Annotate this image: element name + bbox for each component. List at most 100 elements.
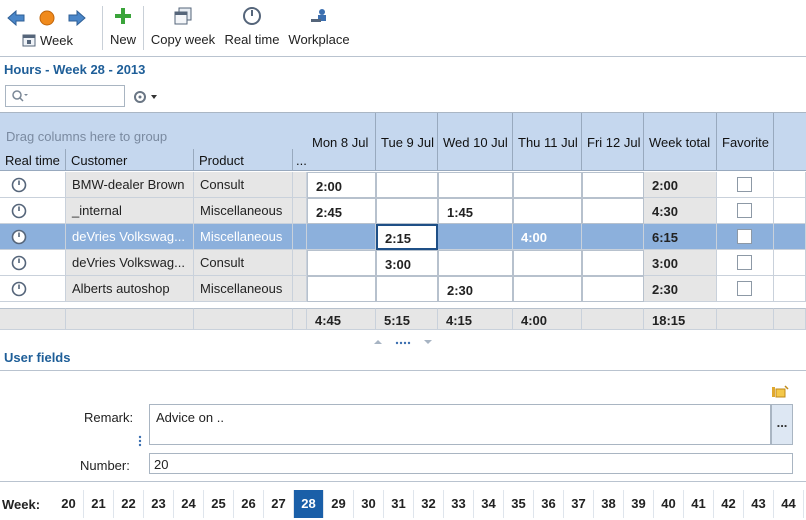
wed-cell[interactable]: 1:45 — [438, 198, 513, 224]
favorite-cell[interactable] — [717, 250, 774, 276]
workplace-button[interactable]: Workplace — [287, 6, 351, 52]
customer-cell[interactable]: deVries Volkswag... — [66, 250, 194, 276]
favorite-checkbox[interactable] — [737, 177, 752, 192]
favorite-checkbox[interactable] — [737, 255, 752, 270]
column-header-mon[interactable]: Mon 8 Jul — [307, 113, 376, 171]
real-time-cell[interactable] — [0, 224, 66, 250]
search-input[interactable] — [5, 85, 125, 107]
week-button-24[interactable]: 24 — [174, 490, 204, 518]
filter-settings-button[interactable] — [132, 88, 162, 106]
record-icon[interactable] — [38, 10, 56, 26]
product-cell[interactable]: Consult — [194, 250, 293, 276]
group-by-area[interactable]: Drag columns here to group — [0, 113, 307, 149]
favorite-checkbox[interactable] — [737, 203, 752, 218]
column-header-product[interactable]: Product — [194, 149, 293, 171]
week-button-39[interactable]: 39 — [624, 490, 654, 518]
week-button-20[interactable]: 20 — [54, 490, 84, 518]
previous-week-arrow-icon[interactable] — [7, 10, 25, 26]
thu-cell[interactable] — [513, 172, 582, 198]
thu-cell[interactable]: 4:00 — [513, 224, 582, 250]
column-header-favorite[interactable]: Favorite — [717, 113, 774, 171]
wed-cell[interactable] — [438, 250, 513, 276]
real-time-cell[interactable] — [0, 198, 66, 224]
week-button-32[interactable]: 32 — [414, 490, 444, 518]
panel-splitter[interactable] — [370, 336, 440, 348]
customer-cell[interactable]: deVries Volkswag... — [66, 224, 194, 250]
thu-cell[interactable] — [513, 276, 582, 302]
week-button-41[interactable]: 41 — [684, 490, 714, 518]
week-button-27[interactable]: 27 — [264, 490, 294, 518]
column-header-more[interactable]: ... — [293, 149, 308, 171]
wed-cell[interactable]: 2:30 — [438, 276, 513, 302]
week-button-33[interactable]: 33 — [444, 490, 474, 518]
total-cell[interactable]: 4:30 — [644, 198, 717, 224]
tue-cell[interactable] — [376, 276, 438, 302]
week-button[interactable]: Week — [22, 31, 73, 49]
product-cell[interactable]: Miscellaneous — [194, 198, 293, 224]
column-header-customer[interactable]: Customer — [66, 149, 194, 171]
week-button-37[interactable]: 37 — [564, 490, 594, 518]
remark-more-button[interactable]: ... — [771, 404, 793, 445]
week-button-43[interactable]: 43 — [744, 490, 774, 518]
total-cell[interactable]: 6:15 — [644, 224, 717, 250]
product-cell[interactable]: Miscellaneous — [194, 224, 293, 250]
real-time-cell[interactable] — [0, 172, 66, 198]
column-header-week-total[interactable]: Week total — [644, 113, 717, 171]
customer-cell[interactable]: BMW-dealer Brown — [66, 172, 194, 198]
tue-cell[interactable] — [376, 198, 438, 224]
week-button-44[interactable]: 44 — [774, 490, 804, 518]
new-button[interactable]: New — [108, 6, 138, 52]
fri-cell[interactable] — [582, 172, 644, 198]
favorite-checkbox[interactable] — [737, 229, 752, 244]
thu-cell[interactable] — [513, 198, 582, 224]
real-time-button[interactable]: Real time — [223, 6, 281, 52]
week-button-35[interactable]: 35 — [504, 490, 534, 518]
wed-cell[interactable] — [438, 224, 513, 250]
customize-fields-icon[interactable] — [771, 385, 789, 399]
stopwatch-icon[interactable] — [11, 229, 27, 245]
customer-cell[interactable]: Alberts autoshop — [66, 276, 194, 302]
week-button-25[interactable]: 25 — [204, 490, 234, 518]
stopwatch-icon[interactable] — [11, 177, 27, 193]
number-field[interactable]: 20 — [149, 453, 793, 474]
real-time-cell[interactable] — [0, 250, 66, 276]
fri-cell[interactable] — [582, 250, 644, 276]
column-header-thu[interactable]: Thu 11 Jul — [513, 113, 582, 171]
copy-week-button[interactable]: Copy week — [149, 6, 217, 52]
stopwatch-icon[interactable] — [11, 281, 27, 297]
week-button-31[interactable]: 31 — [384, 490, 414, 518]
week-button-26[interactable]: 26 — [234, 490, 264, 518]
week-button-22[interactable]: 22 — [114, 490, 144, 518]
mon-cell[interactable]: 2:45 — [307, 198, 376, 224]
next-week-arrow-icon[interactable] — [68, 10, 86, 26]
mon-cell[interactable]: 2:00 — [307, 172, 376, 198]
favorite-cell[interactable] — [717, 224, 774, 250]
customer-cell[interactable]: _internal — [66, 198, 194, 224]
total-cell[interactable]: 3:00 — [644, 250, 717, 276]
week-button-28[interactable]: 28 — [294, 490, 324, 518]
favorite-checkbox[interactable] — [737, 281, 752, 296]
thu-cell[interactable] — [513, 250, 582, 276]
total-cell[interactable]: 2:30 — [644, 276, 717, 302]
favorite-cell[interactable] — [717, 276, 774, 302]
tue-cell[interactable]: 2:15 — [376, 224, 438, 250]
fri-cell[interactable] — [582, 276, 644, 302]
mon-cell[interactable] — [307, 250, 376, 276]
stopwatch-icon[interactable] — [11, 203, 27, 219]
mon-cell[interactable] — [307, 276, 376, 302]
wed-cell[interactable] — [438, 172, 513, 198]
total-cell[interactable]: 2:00 — [644, 172, 717, 198]
week-button-36[interactable]: 36 — [534, 490, 564, 518]
column-header-fri[interactable]: Fri 12 Jul — [582, 113, 644, 171]
fri-cell[interactable] — [582, 198, 644, 224]
week-button-42[interactable]: 42 — [714, 490, 744, 518]
product-cell[interactable]: Consult — [194, 172, 293, 198]
column-header-wed[interactable]: Wed 10 Jul — [438, 113, 513, 171]
drag-handle-icon[interactable] — [138, 435, 142, 449]
stopwatch-icon[interactable] — [11, 255, 27, 271]
week-button-38[interactable]: 38 — [594, 490, 624, 518]
week-button-21[interactable]: 21 — [84, 490, 114, 518]
column-header-tue[interactable]: Tue 9 Jul — [376, 113, 438, 171]
column-header-real-time[interactable]: Real time — [0, 149, 66, 171]
tue-cell[interactable] — [376, 172, 438, 198]
